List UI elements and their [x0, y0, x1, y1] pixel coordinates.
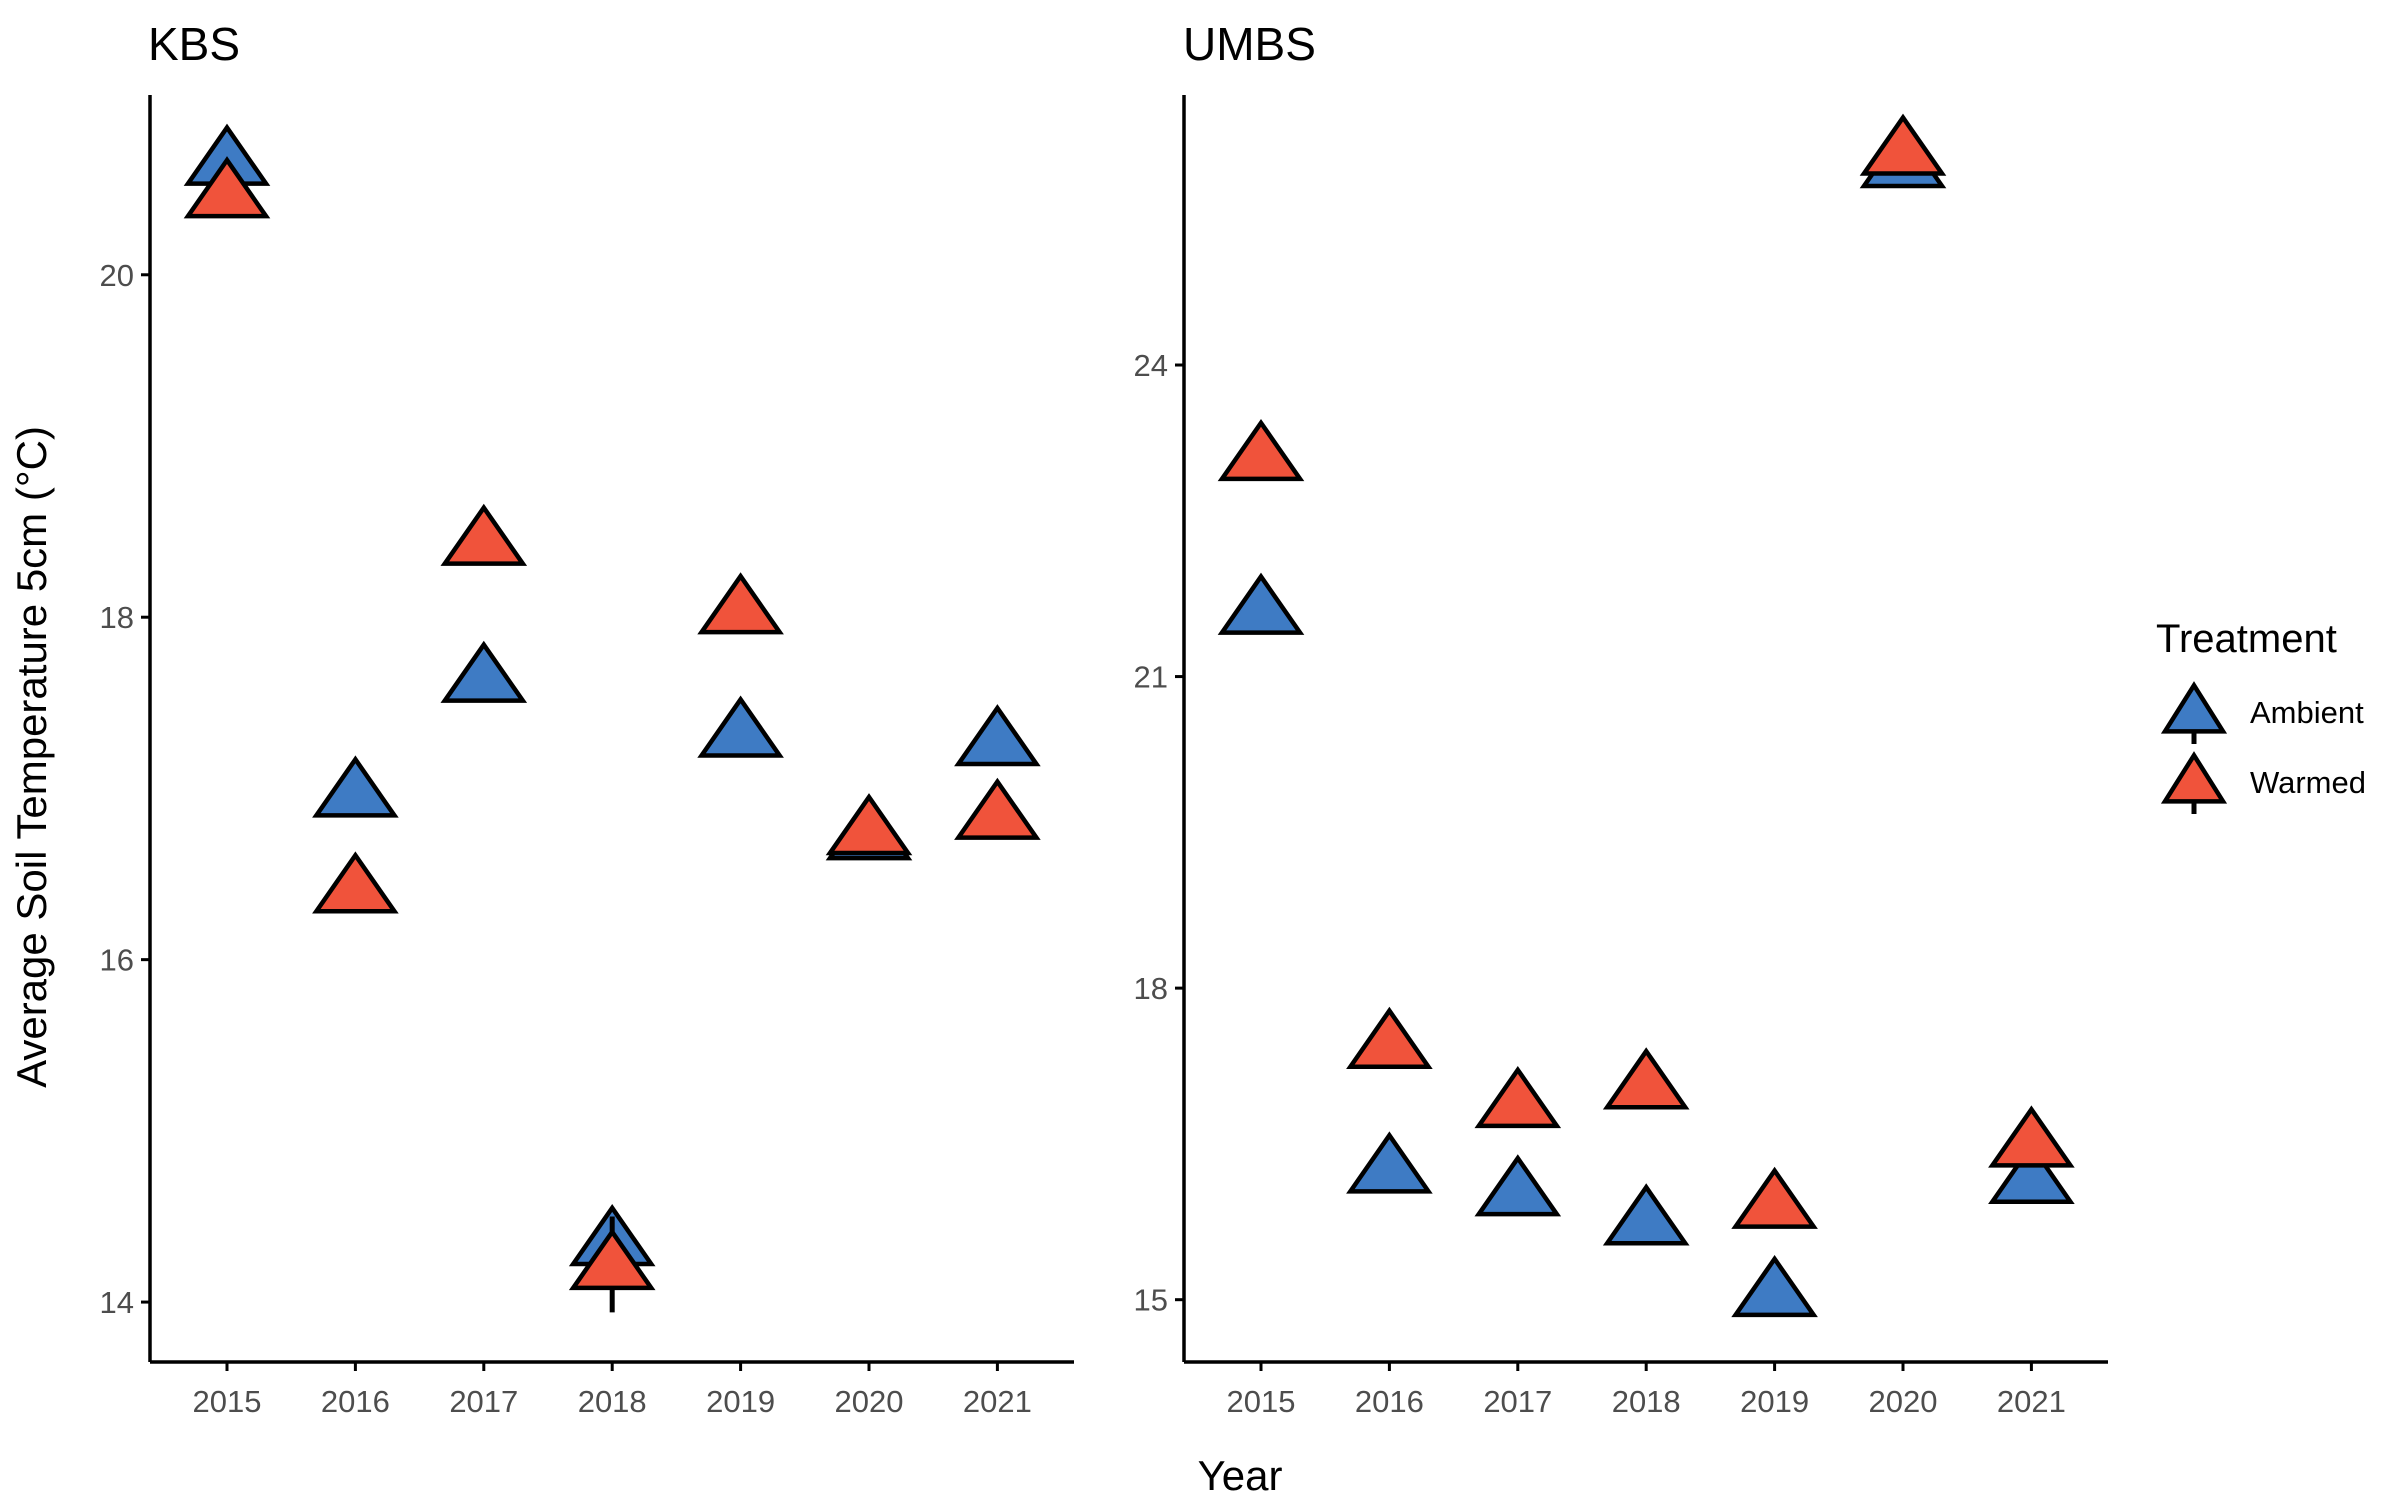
data-point-ambient-2021: [954, 704, 1041, 767]
y-tick-label: 18: [1134, 971, 1168, 1006]
x-tick-label: 2017: [449, 1384, 518, 1419]
x-tick-label: 2020: [1869, 1384, 1938, 1419]
data-point-ambient-2019: [697, 695, 784, 758]
x-tick-label: 2021: [1997, 1384, 2066, 1419]
data-point-warmed-2016: [312, 851, 399, 914]
x-axis-title: Year: [1198, 1452, 1283, 1499]
data-point-ambient-2019: [1731, 1254, 1818, 1318]
x-tick-label: 2020: [835, 1384, 904, 1419]
x-tick-label: 2018: [578, 1384, 647, 1419]
y-tick-label: 16: [100, 943, 134, 978]
data-point-warmed-2015: [1217, 418, 1305, 482]
data-point-warmed-2020: [825, 793, 913, 856]
panel-title: UMBS: [1183, 18, 1316, 70]
series-warmed: [183, 156, 1041, 1313]
data-point-warmed-2016: [1346, 1006, 1433, 1069]
data-point-warmed-2018: [1602, 1047, 1690, 1110]
data-point-ambient-2021: [1988, 1141, 2075, 1204]
legend-label: Warmed: [2250, 765, 2366, 800]
y-tick-label: 14: [100, 1285, 134, 1320]
data-point-ambient-2017: [440, 640, 528, 703]
data-point-ambient-2015: [1217, 572, 1305, 635]
data-point-warmed-2020: [1859, 113, 1947, 176]
y-axis-title: Average Soil Temperature 5cm (°C): [8, 426, 55, 1088]
legend-label: Ambient: [2250, 695, 2364, 730]
panel-kbs: KBS 14 16 18 20 2015 2016 2017 2018 2019 2020 2021: [100, 18, 1074, 1419]
x-tick-label: 2021: [963, 1384, 1032, 1419]
data-point-warmed-2019: [1731, 1166, 1818, 1229]
x-tick-label: 2018: [1612, 1384, 1681, 1419]
legend-title: Treatment: [2156, 617, 2337, 661]
legend-key-marker: [2160, 681, 2228, 734]
data-point-ambient-2016: [1346, 1131, 1433, 1194]
data-point-warmed-2021: [1988, 1105, 2075, 1168]
series-warmed: [1217, 113, 2075, 1229]
data-point-ambient-2016: [312, 755, 399, 818]
x-tick-label: 2016: [1355, 1384, 1424, 1419]
x-tick-label: 2015: [193, 1384, 262, 1419]
x-tick-label: 2015: [1227, 1384, 1296, 1419]
y-tick-label: 24: [1134, 348, 1168, 383]
y-tick-label: 20: [100, 258, 134, 293]
y-tick-label: 21: [1134, 660, 1168, 695]
data-point-warmed-2017: [1474, 1065, 1562, 1129]
data-point-warmed-2015: [183, 156, 271, 219]
data-point-ambient-2018: [1602, 1183, 1690, 1246]
series-ambient: [1217, 126, 2075, 1318]
panel-title: KBS: [148, 18, 240, 70]
legend-item-warmed: Warmed: [2160, 751, 2366, 814]
legend-key-marker: [2160, 751, 2228, 804]
y-tick-label: 18: [100, 600, 134, 635]
legend: Treatment Ambient Warmed: [2156, 617, 2366, 814]
x-tick-label: 2016: [321, 1384, 390, 1419]
x-tick-label: 2017: [1483, 1384, 1552, 1419]
data-point-warmed-2019: [697, 572, 784, 635]
series-ambient: [183, 123, 1041, 1267]
legend-item-ambient: Ambient: [2160, 681, 2364, 744]
panel-umbs: UMBS 15 18 21 24 2015 2016 2017 2018 2019 2020 2021: [1134, 18, 2108, 1419]
y-tick-label: 15: [1134, 1283, 1168, 1318]
x-tick-label: 2019: [1740, 1384, 1809, 1419]
data-point-ambient-2017: [1474, 1154, 1562, 1217]
data-point-warmed-2017: [440, 503, 528, 566]
x-tick-label: 2019: [706, 1384, 775, 1419]
data-point-warmed-2021: [954, 777, 1041, 840]
data-point-warmed-2018: [568, 1227, 656, 1291]
